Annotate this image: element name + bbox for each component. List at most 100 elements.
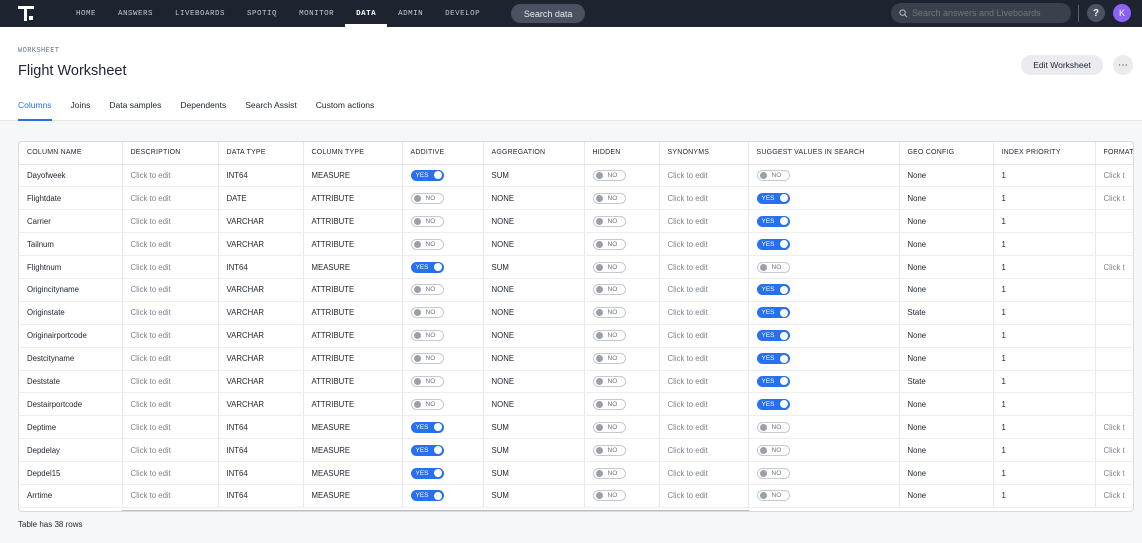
nav-item-data[interactable]: DATA xyxy=(345,0,388,27)
suggest-values-toggle[interactable]: NO xyxy=(756,490,790,502)
nav-item-liveboards[interactable]: LIVEBOARDS xyxy=(175,9,226,18)
column-name-cell[interactable]: Tailnum xyxy=(19,232,123,257)
suggest-values-toggle[interactable]: YES xyxy=(756,238,790,250)
column-name-cell[interactable]: Flightdate xyxy=(19,186,123,211)
synonyms-cell[interactable]: Click to edit xyxy=(659,461,749,485)
index-priority-cell[interactable]: 1 xyxy=(993,255,1096,279)
column-name-cell[interactable]: Dayofweek xyxy=(19,164,123,188)
suggest-values-toggle[interactable]: YES xyxy=(756,398,790,410)
description-cell[interactable]: Click to edit xyxy=(122,209,219,234)
additive-toggle[interactable]: YES xyxy=(410,169,444,181)
geo-config-cell[interactable]: None xyxy=(899,164,994,188)
search-data-button[interactable]: Search data xyxy=(511,4,586,23)
column-name-cell[interactable]: Depdelay xyxy=(19,438,123,463)
suggest-values-toggle[interactable]: YES xyxy=(756,192,790,204)
format-cell[interactable]: Click t xyxy=(1095,255,1133,279)
tab-data-samples[interactable]: Data samples xyxy=(109,100,162,110)
aggregation-cell[interactable]: NONE xyxy=(483,324,585,348)
synonyms-cell[interactable]: Click to edit xyxy=(659,415,749,440)
description-cell[interactable]: Click to edit xyxy=(122,392,219,417)
aggregation-cell[interactable]: SUM xyxy=(483,484,585,508)
synonyms-cell[interactable]: Click to edit xyxy=(659,347,749,371)
nav-item-admin[interactable]: ADMIN xyxy=(398,9,424,18)
column-header-synonyms[interactable]: SYNONYMS xyxy=(659,142,749,165)
additive-toggle[interactable]: YES xyxy=(410,421,444,433)
column-type-cell[interactable]: MEASURE xyxy=(303,415,403,440)
aggregation-cell[interactable]: NONE xyxy=(483,186,585,211)
format-cell[interactable] xyxy=(1095,392,1133,417)
column-header-index-priority[interactable]: INDEX PRIORITY xyxy=(993,142,1096,165)
geo-config-cell[interactable]: State xyxy=(899,370,994,394)
column-name-cell[interactable]: Destairportcode xyxy=(19,392,123,417)
aggregation-cell[interactable]: NONE xyxy=(483,370,585,394)
column-type-cell[interactable]: ATTRIBUTE xyxy=(303,232,403,257)
additive-toggle[interactable]: NO xyxy=(410,307,444,319)
nav-item-develop[interactable]: DEVELOP xyxy=(445,9,481,18)
aggregation-cell[interactable]: NONE xyxy=(483,301,585,325)
column-header-suggest-values-in-search[interactable]: SUGGEST VALUES IN SEARCH xyxy=(748,142,900,165)
aggregation-cell[interactable]: NONE xyxy=(483,278,585,302)
additive-toggle[interactable]: NO xyxy=(410,353,444,365)
synonyms-cell[interactable]: Click to edit xyxy=(659,392,749,417)
hidden-toggle[interactable]: NO xyxy=(592,375,626,387)
avatar[interactable]: K xyxy=(1113,4,1131,22)
description-cell[interactable]: Click to edit xyxy=(122,255,219,279)
description-cell[interactable]: Click to edit xyxy=(122,164,219,188)
hidden-toggle[interactable]: NO xyxy=(592,238,626,250)
suggest-values-toggle[interactable]: NO xyxy=(756,467,790,479)
synonyms-cell[interactable]: Click to edit xyxy=(659,209,749,234)
global-search-input[interactable] xyxy=(912,8,1062,18)
column-header-aggregation[interactable]: AGGREGATION xyxy=(483,142,585,165)
global-search[interactable] xyxy=(891,3,1071,23)
nav-item-monitor[interactable]: MONITOR xyxy=(299,9,335,18)
hidden-toggle[interactable]: NO xyxy=(592,284,626,296)
synonyms-cell[interactable]: Click to edit xyxy=(659,164,749,188)
format-cell[interactable] xyxy=(1095,301,1133,325)
geo-config-cell[interactable]: None xyxy=(899,278,994,302)
format-cell[interactable]: Click t xyxy=(1095,186,1133,211)
format-cell[interactable]: Click t xyxy=(1095,438,1133,463)
hidden-toggle[interactable]: NO xyxy=(592,421,626,433)
column-type-cell[interactable]: ATTRIBUTE xyxy=(303,186,403,211)
index-priority-cell[interactable]: 1 xyxy=(993,415,1096,440)
nav-item-home[interactable]: HOME xyxy=(76,9,97,18)
description-cell[interactable]: Click to edit xyxy=(122,232,219,257)
tab-joins[interactable]: Joins xyxy=(70,100,91,110)
hidden-toggle[interactable]: NO xyxy=(592,467,626,479)
thoughtspot-logo[interactable] xyxy=(11,0,41,27)
geo-config-cell[interactable]: None xyxy=(899,438,994,463)
column-header-geo-config[interactable]: GEO CONFIG xyxy=(899,142,994,165)
format-cell[interactable]: Click t xyxy=(1095,415,1133,440)
geo-config-cell[interactable]: None xyxy=(899,347,994,371)
description-cell[interactable]: Click to edit xyxy=(122,186,219,211)
index-priority-cell[interactable]: 1 xyxy=(993,232,1096,257)
column-type-cell[interactable]: ATTRIBUTE xyxy=(303,278,403,302)
nav-item-spotiq[interactable]: SPOTIQ xyxy=(247,9,278,18)
column-name-cell[interactable]: Depdel15 xyxy=(19,461,123,485)
suggest-values-toggle[interactable]: YES xyxy=(756,330,790,342)
column-name-cell[interactable]: Destcityname xyxy=(19,347,123,371)
hidden-toggle[interactable]: NO xyxy=(592,330,626,342)
hidden-toggle[interactable]: NO xyxy=(592,353,626,365)
additive-toggle[interactable]: NO xyxy=(410,375,444,387)
hidden-toggle[interactable]: NO xyxy=(592,169,626,181)
additive-toggle[interactable]: NO xyxy=(410,192,444,204)
aggregation-cell[interactable]: SUM xyxy=(483,438,585,463)
synonyms-cell[interactable]: Click to edit xyxy=(659,484,749,508)
format-cell[interactable] xyxy=(1095,209,1133,234)
synonyms-cell[interactable]: Click to edit xyxy=(659,438,749,463)
tab-dependents[interactable]: Dependents xyxy=(180,100,227,110)
additive-toggle[interactable]: NO xyxy=(410,215,444,227)
aggregation-cell[interactable]: SUM xyxy=(483,255,585,279)
index-priority-cell[interactable]: 1 xyxy=(993,347,1096,371)
synonyms-cell[interactable]: Click to edit xyxy=(659,232,749,257)
suggest-values-toggle[interactable]: YES xyxy=(756,215,790,227)
column-name-cell[interactable]: Origincityname xyxy=(19,278,123,302)
suggest-values-toggle[interactable]: NO xyxy=(756,444,790,456)
description-cell[interactable]: Click to edit xyxy=(122,347,219,371)
tab-columns[interactable]: Columns xyxy=(18,95,52,121)
geo-config-cell[interactable]: None xyxy=(899,324,994,348)
help-icon[interactable]: ? xyxy=(1087,4,1105,22)
additive-toggle[interactable]: NO xyxy=(410,238,444,250)
tab-search-assist[interactable]: Search Assist xyxy=(245,100,297,110)
